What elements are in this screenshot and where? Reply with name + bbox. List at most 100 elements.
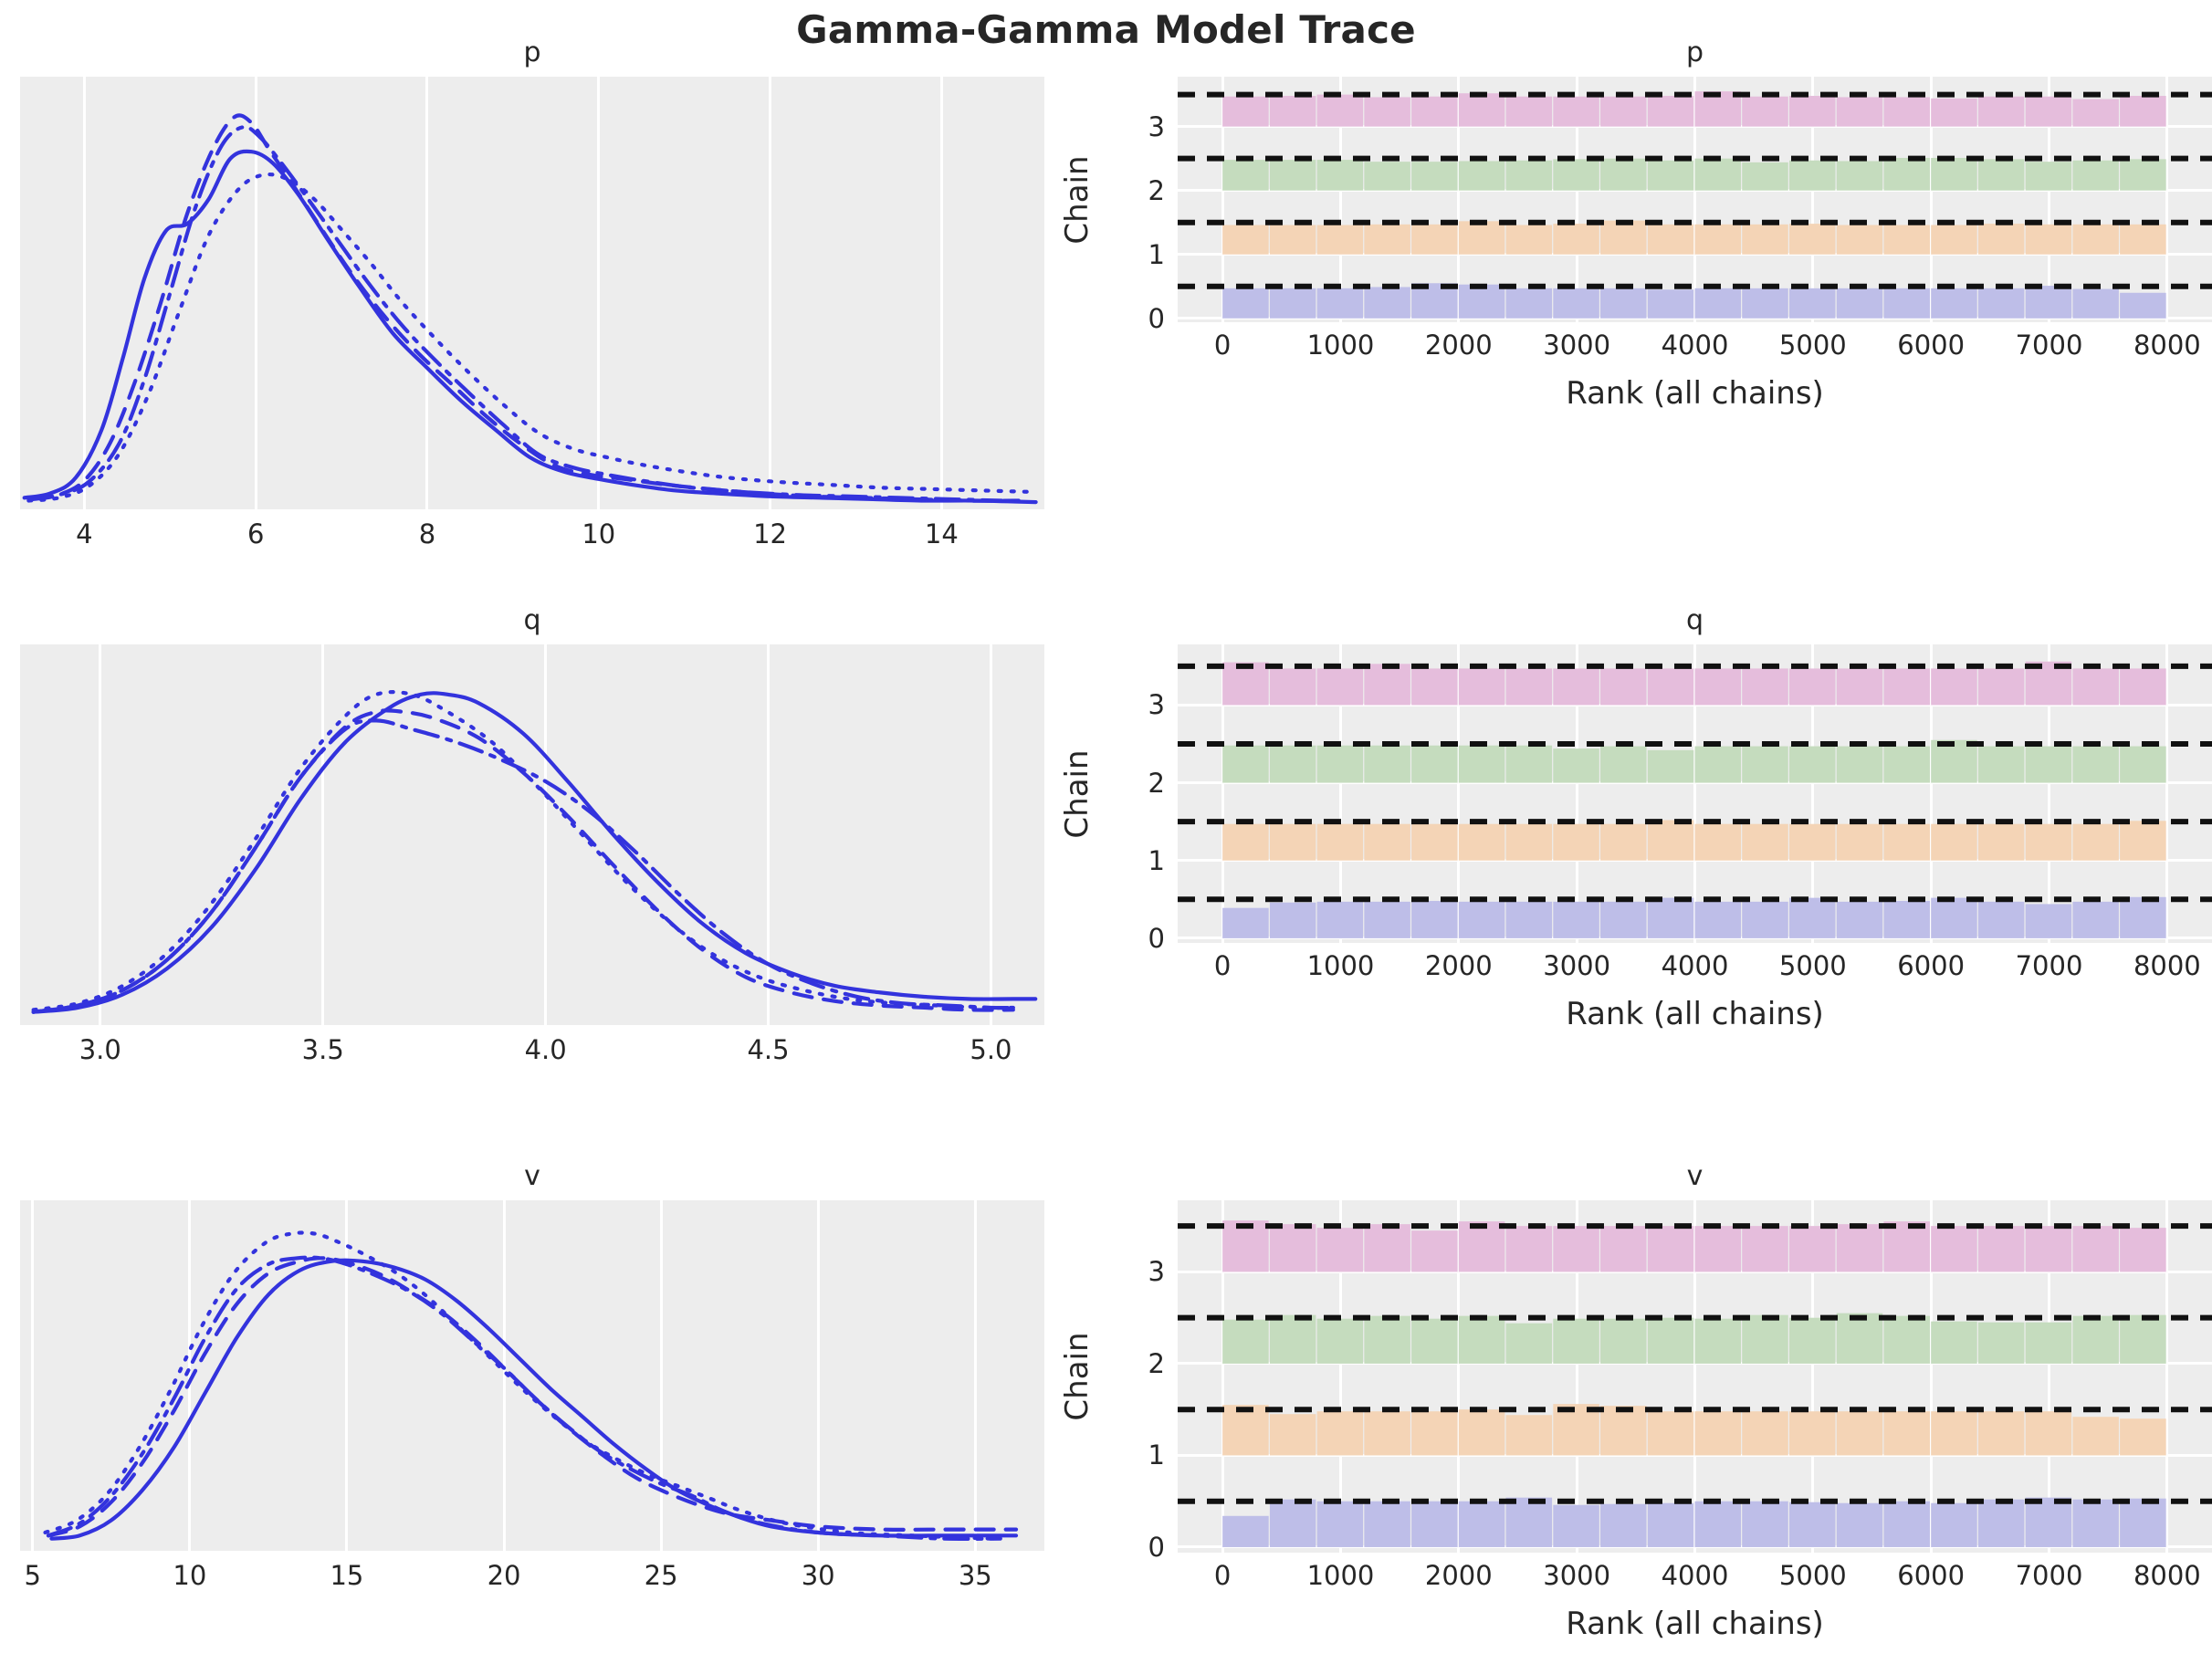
rank-xtick-label: 1000 bbox=[1306, 950, 1375, 981]
rank-bar bbox=[1222, 288, 1269, 319]
rank-bar bbox=[2072, 1499, 2119, 1547]
gridline-vertical bbox=[321, 644, 325, 1025]
rank-bar bbox=[2025, 823, 2072, 861]
rank-bar bbox=[1836, 1313, 1883, 1364]
rank-xtick-label: 2000 bbox=[1424, 330, 1493, 361]
figure-title: Gamma-Gamma Model Trace bbox=[796, 7, 1416, 52]
rank-bar bbox=[1694, 1226, 1742, 1272]
kde-axes-v bbox=[20, 1200, 1044, 1551]
rank-bars-chain-3 bbox=[1222, 661, 2166, 706]
gridline-vertical bbox=[1221, 644, 1224, 943]
rank-bar bbox=[1222, 96, 1269, 127]
rank-bar bbox=[2072, 224, 2119, 255]
rank-bar bbox=[1364, 1411, 1410, 1456]
rank-bar bbox=[1411, 162, 1458, 191]
rank-bar bbox=[1647, 668, 1694, 706]
gridline-vertical bbox=[502, 1200, 506, 1551]
rank-bar bbox=[1458, 284, 1505, 319]
gridline-horizontal bbox=[1178, 317, 2212, 320]
gridline-vertical bbox=[1221, 1200, 1224, 1553]
kde-xtick-label: 35 bbox=[958, 1560, 992, 1591]
rank-bar bbox=[1977, 1499, 2025, 1547]
kde-panel-title-q: q bbox=[523, 604, 541, 636]
rank-bar bbox=[1647, 897, 1694, 938]
rank-panel-title-v: v bbox=[1686, 1160, 1704, 1192]
rank-bar bbox=[1411, 901, 1458, 938]
rank-bar bbox=[1836, 823, 1883, 861]
rank-bar bbox=[1553, 1226, 1599, 1272]
rank-bar bbox=[1269, 823, 1316, 861]
rank-bar bbox=[1505, 668, 1553, 706]
rank-bar bbox=[1977, 159, 2025, 191]
rank-bar bbox=[1788, 1317, 1836, 1364]
rank-bar bbox=[2120, 1228, 2166, 1272]
rank-axes-v bbox=[1178, 1200, 2212, 1553]
rank-bar bbox=[1505, 1415, 1553, 1456]
gridline-vertical bbox=[1338, 77, 1342, 322]
kde-xtick-label: 3.5 bbox=[301, 1034, 344, 1065]
rank-bar bbox=[1600, 220, 1647, 255]
rank-bar bbox=[1316, 1411, 1364, 1456]
rank-bar bbox=[1458, 221, 1505, 255]
kde-curve-chain-2 bbox=[31, 690, 1015, 1012]
rank-bar bbox=[1742, 1411, 1788, 1456]
kde-xtick-label: 8 bbox=[418, 518, 436, 549]
rank-bars-chain-2 bbox=[1222, 157, 2166, 191]
rank-bar bbox=[1364, 287, 1410, 319]
rank-bar bbox=[1458, 668, 1505, 706]
gridline-horizontal bbox=[1178, 125, 2212, 129]
rank-bar bbox=[1836, 1224, 1883, 1272]
rank-bar bbox=[2025, 904, 2072, 938]
rank-bar bbox=[2120, 668, 2166, 706]
rank-bar bbox=[1742, 668, 1788, 706]
rank-ytick-label: 1 bbox=[1148, 238, 1165, 270]
gridline-vertical bbox=[1693, 644, 1696, 943]
rank-bar bbox=[1694, 901, 1742, 938]
rank-bar bbox=[1836, 225, 1883, 255]
rank-bar bbox=[1836, 1502, 1883, 1547]
rank-bar bbox=[1600, 1318, 1647, 1364]
rank-bar bbox=[1931, 1321, 1977, 1364]
rank-bar bbox=[2072, 288, 2119, 319]
rank-bars-chain-3 bbox=[1222, 1220, 2166, 1272]
rank-bar bbox=[1883, 668, 1930, 706]
rank-xtick-label: 5000 bbox=[1778, 1560, 1847, 1591]
rank-bar bbox=[1977, 1322, 2025, 1364]
rank-bar bbox=[1411, 224, 1458, 255]
kde-xtick-label: 4 bbox=[76, 518, 93, 549]
rank-bar bbox=[1647, 289, 1694, 319]
rank-bar bbox=[1411, 1501, 1458, 1547]
rank-bar bbox=[1553, 1318, 1599, 1364]
gridline-horizontal bbox=[1178, 859, 2212, 863]
rank-bar bbox=[1600, 746, 1647, 783]
rank-bar bbox=[1458, 745, 1505, 783]
rank-bar bbox=[2025, 746, 2072, 783]
rank-bar bbox=[2025, 1322, 2072, 1364]
rank-ytick-label: 0 bbox=[1148, 1531, 1165, 1563]
rank-bar bbox=[1931, 288, 1977, 319]
gridline-vertical bbox=[425, 77, 429, 509]
rank-bar bbox=[1600, 1226, 1647, 1272]
rank-ytick-label: 2 bbox=[1148, 1347, 1165, 1379]
kde-xtick-label: 5 bbox=[24, 1560, 41, 1591]
rank-xtick-label: 7000 bbox=[2015, 950, 2083, 981]
rank-xtick-label: 4000 bbox=[1661, 330, 1729, 361]
rank-bar bbox=[1836, 161, 1883, 191]
rank-bar bbox=[1553, 823, 1599, 861]
gridline-vertical bbox=[2048, 644, 2050, 943]
rank-xtick-label: 3000 bbox=[1543, 1560, 1611, 1591]
gridline-horizontal bbox=[1178, 937, 2212, 940]
gridline-vertical bbox=[188, 1200, 192, 1551]
rank-bar bbox=[1836, 901, 1883, 938]
gridline-vertical bbox=[1457, 1200, 1461, 1553]
gridline-vertical bbox=[769, 77, 772, 509]
rank-bar bbox=[1742, 823, 1788, 861]
rank-bar bbox=[1553, 159, 1599, 191]
rank-bar bbox=[2072, 1226, 2119, 1272]
rank-bar bbox=[1364, 162, 1410, 191]
gridline-vertical bbox=[973, 1200, 977, 1551]
kde-xtick-label: 6 bbox=[246, 518, 265, 549]
kde-curve-chain-1 bbox=[31, 708, 1015, 1014]
rank-bar bbox=[1977, 224, 2025, 255]
rank-bar bbox=[1411, 745, 1458, 783]
